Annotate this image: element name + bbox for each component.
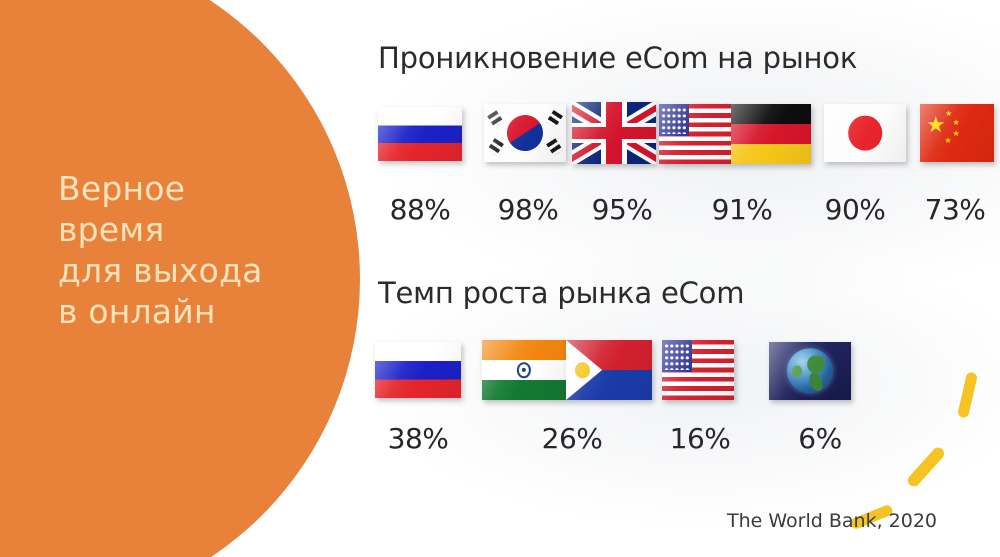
flag-united-states-icon — [659, 104, 731, 164]
pct-value-penetration-united-states: 91% — [711, 193, 773, 226]
flag-germany-icon — [731, 104, 811, 164]
hero-headline: Верное время для выхода в онлайн — [58, 168, 328, 332]
hero-line-4: в онлайн — [58, 292, 216, 331]
section-title-penetration: Проникновение eCom на рынок — [378, 41, 858, 75]
hero-line-2: время — [58, 210, 165, 249]
flag-russia-icon — [375, 342, 461, 398]
pct-value-penetration-south-korea: 98% — [497, 193, 559, 226]
pct-value-growth-philippines: 16% — [669, 422, 731, 455]
flag-south-korea-icon — [484, 104, 566, 162]
pct-value-penetration-united-kingdom: 95% — [591, 193, 653, 226]
arc-dash-upper — [956, 371, 979, 419]
pct-value-growth-india: 26% — [541, 422, 603, 455]
flag-philippines-icon — [566, 340, 652, 400]
flag-united-states-icon — [662, 340, 734, 400]
flag-russia-icon — [378, 107, 462, 161]
flag-united-kingdom-icon — [572, 102, 656, 164]
flag-india-icon — [482, 340, 566, 400]
section-title-growth: Темп роста рынка eCom — [378, 276, 745, 310]
pct-value-penetration-russia: 88% — [389, 193, 451, 226]
flag-china-icon: ★ ★ ★ ★ ★ — [920, 104, 994, 162]
source-credit: The World Bank, 2020 — [727, 510, 938, 532]
arc-dash-middle — [905, 445, 947, 489]
flag-world-icon — [769, 342, 851, 400]
pct-value-penetration-germany: 90% — [824, 193, 886, 226]
pct-value-growth-united-states: 6% — [798, 422, 842, 455]
hero-line-1: Верное — [58, 169, 186, 208]
hero-line-3: для выхода — [58, 251, 263, 290]
pct-value-growth-russia: 38% — [387, 422, 449, 455]
pct-value-penetration-japan: 73% — [924, 193, 986, 226]
orange-circle-shape — [0, 0, 360, 557]
flag-japan-icon — [824, 104, 906, 162]
